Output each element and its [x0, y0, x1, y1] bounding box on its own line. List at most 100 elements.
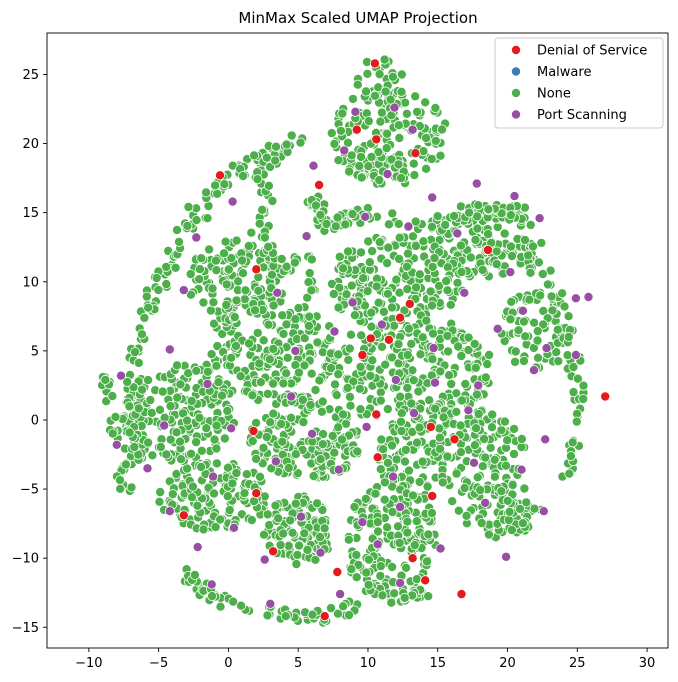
scatter-point-none [154, 404, 165, 415]
scatter-point-none [491, 259, 502, 270]
scatter-point-none [182, 463, 193, 474]
scatter-point-port-scanning [178, 285, 189, 296]
scatter-point-port-scanning [427, 192, 438, 203]
scatter-point-none [506, 250, 517, 261]
scatter-point-none [297, 394, 308, 405]
scatter-point-none [306, 285, 317, 296]
y-tick-label: 15 [22, 206, 39, 221]
scatter-point-none [333, 302, 344, 313]
scatter-point-none [222, 491, 233, 502]
scatter-point-none [375, 464, 386, 475]
scatter-point-port-scanning [308, 160, 319, 171]
scatter-point-none [210, 522, 221, 533]
scatter-point-none [316, 406, 327, 417]
scatter-point-port-scanning [335, 589, 346, 600]
scatter-point-none [421, 556, 432, 567]
scatter-point-none [506, 525, 517, 536]
scatter-point-none [410, 91, 421, 102]
scatter-point-none [396, 173, 407, 184]
scatter-point-none [367, 355, 378, 366]
scatter-point-none [165, 401, 176, 412]
scatter-point-none [489, 471, 500, 482]
scatter-point-none [506, 296, 517, 307]
scatter-point-none [247, 390, 258, 401]
scatter-point-denial-of-service [410, 148, 421, 159]
scatter-point-none [363, 236, 374, 247]
scatter-point-none [236, 600, 247, 611]
scatter-point-none [270, 500, 281, 511]
scatter-point-none [222, 462, 233, 473]
scatter-point-none [247, 435, 258, 446]
scatter-point-none [438, 412, 449, 423]
scatter-point-none [285, 515, 296, 526]
scatter-point-port-scanning [329, 326, 340, 337]
scatter-point-none [239, 488, 250, 499]
scatter-point-none [387, 562, 398, 573]
y-tick-label: −10 [12, 552, 39, 567]
scatter-point-none [424, 395, 435, 406]
plot-points [97, 54, 611, 628]
scatter-point-none [411, 574, 422, 585]
scatter-point-none [370, 488, 381, 499]
scatter-point-none [211, 443, 222, 454]
scatter-point-none [536, 237, 547, 248]
scatter-point-none [491, 246, 502, 257]
legend-label: Port Scanning [537, 108, 627, 123]
scatter-point-none [287, 527, 298, 538]
scatter-point-none [382, 128, 393, 139]
scatter-point-none [395, 391, 406, 402]
scatter-point-none [286, 412, 297, 423]
y-tick-label: 5 [31, 344, 39, 359]
scatter-point-none [374, 237, 385, 248]
scatter-point-none [261, 152, 272, 163]
scatter-point-none [380, 359, 391, 370]
scatter-point-none [310, 554, 321, 565]
scatter-point-none [355, 361, 366, 372]
scatter-point-none [273, 513, 284, 524]
scatter-point-none [402, 382, 413, 393]
scatter-point-none [519, 202, 530, 213]
scatter-point-none [347, 209, 358, 220]
scatter-point-none [341, 289, 352, 300]
scatter-point-none [249, 305, 260, 316]
scatter-point-none [186, 448, 197, 459]
scatter-point-none [194, 264, 205, 275]
scatter-point-none [202, 366, 213, 377]
scatter-point-port-scanning [286, 391, 297, 402]
scatter-point-none [373, 147, 384, 158]
scatter-point-none [314, 375, 325, 386]
scatter-point-none [356, 172, 367, 183]
scatter-point-none [338, 263, 349, 274]
scatter-point-none [340, 219, 351, 230]
scatter-point-none [182, 220, 193, 231]
scatter-point-port-scanning [382, 168, 393, 179]
scatter-point-none [139, 312, 150, 323]
scatter-point-none [293, 303, 304, 314]
scatter-point-none [371, 281, 382, 292]
scatter-point-none [238, 170, 249, 181]
scatter-point-port-scanning [164, 506, 175, 517]
scatter-point-none [387, 506, 398, 517]
scatter-point-none [219, 179, 230, 190]
scatter-point-port-scanning [534, 213, 545, 224]
scatter-point-none [568, 387, 579, 398]
scatter-point-denial-of-service [425, 421, 436, 432]
scatter-point-none [516, 433, 527, 444]
scatter-point-none [421, 132, 432, 143]
scatter-point-none [546, 291, 557, 302]
scatter-point-none [333, 422, 344, 433]
scatter-point-none [278, 328, 289, 339]
scatter-point-none [487, 409, 498, 420]
scatter-point-none [329, 447, 340, 458]
scatter-point-denial-of-service [369, 58, 380, 69]
scatter-point-none [133, 357, 144, 368]
scatter-point-none [456, 267, 467, 278]
scatter-point-none [298, 417, 309, 428]
scatter-point-none [523, 250, 534, 261]
scatter-point-none [209, 434, 220, 445]
scatter-point-port-scanning [570, 293, 581, 304]
scatter-point-denial-of-service [332, 567, 343, 578]
scatter-point-none [186, 492, 197, 503]
scatter-point-none [496, 486, 507, 497]
legend-marker [510, 45, 521, 56]
